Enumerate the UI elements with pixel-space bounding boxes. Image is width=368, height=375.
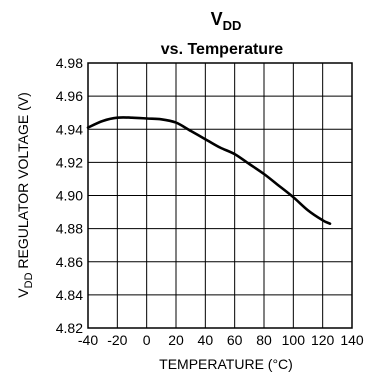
y-tick-label: 4.92 <box>56 154 83 170</box>
x-axis-label: TEMPERATURE (°C) <box>159 356 293 372</box>
x-tick-labels: -40 -20 0 20 40 60 80 100 120 140 <box>78 332 364 348</box>
y-tick-label: 4.86 <box>56 254 83 270</box>
x-tick-label: 40 <box>198 332 214 348</box>
y-tick-label: 4.94 <box>56 121 83 137</box>
x-tick-label: 140 <box>340 332 364 348</box>
series-group <box>86 116 332 225</box>
x-tick-label: 20 <box>168 332 184 348</box>
plot-frame <box>87 62 353 329</box>
title-sub: DD <box>223 18 242 33</box>
y-tick-labels: 4.82 4.84 4.86 4.88 4.90 4.92 4.94 4.96 4.98 <box>56 55 83 336</box>
y-tick-label: 4.82 <box>56 320 83 336</box>
y-tick-label: 4.84 <box>56 287 83 303</box>
x-tick-label: -40 <box>78 332 98 348</box>
y-tick-label: 4.98 <box>56 55 83 71</box>
x-tick-label: 60 <box>227 332 243 348</box>
y-tick-label: 4.90 <box>56 188 83 204</box>
chart-title: VDD <box>211 9 242 33</box>
series-line <box>86 116 332 225</box>
y-label-rest: REGULATOR VOLTAGE (V) <box>15 92 31 272</box>
chart-title-line2: vs. Temperature <box>161 41 284 58</box>
title-main: V <box>211 9 223 29</box>
grid <box>87 62 353 329</box>
y-tick-label: 4.96 <box>56 88 83 104</box>
y-label-sub: DD <box>23 272 35 288</box>
x-tick-label: 0 <box>143 332 151 348</box>
x-tick-label: -20 <box>107 332 127 348</box>
x-tick-label: 80 <box>256 332 272 348</box>
x-tick-label: 120 <box>311 332 335 348</box>
y-tick-label: 4.88 <box>56 221 83 237</box>
x-tick-label: 100 <box>282 332 306 348</box>
y-axis-label: VDD REGULATOR VOLTAGE (V) <box>15 92 35 297</box>
y-label-prefix: V <box>15 288 31 298</box>
